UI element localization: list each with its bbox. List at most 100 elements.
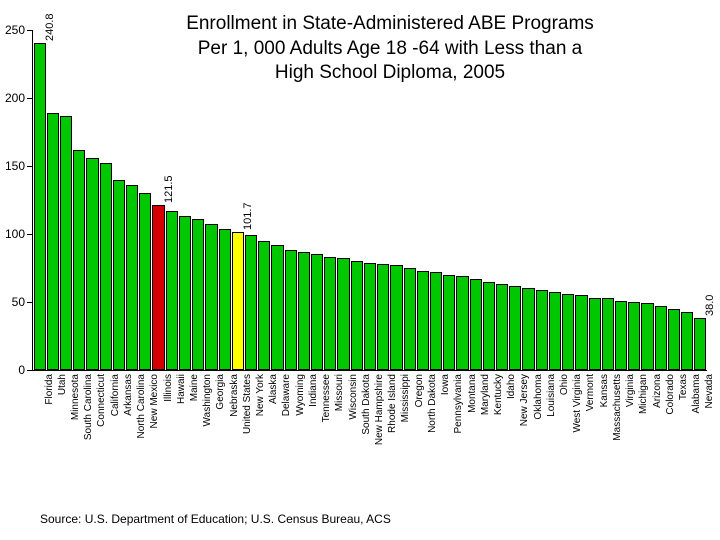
x-tick-label: Nebraska: [229, 374, 240, 417]
x-tick-label: Indiana: [308, 374, 319, 407]
bar: [245, 235, 257, 370]
bar: [364, 263, 376, 370]
x-tick-label: Rhode Island: [387, 374, 398, 433]
bar: [73, 150, 85, 370]
bar-annotation: 121.5: [163, 175, 175, 203]
x-tick-label: Oregon: [414, 374, 425, 407]
x-tick-label: Alabama: [691, 374, 702, 413]
x-tick-label: Massachusetts: [612, 374, 623, 441]
bar: [192, 219, 204, 370]
y-tick-label: 100: [5, 227, 25, 241]
x-tick-label: Michigan: [638, 374, 649, 414]
bar: [536, 290, 548, 370]
x-tick-label: Georgia: [215, 374, 226, 410]
x-tick-label: United States: [242, 374, 253, 434]
bar: [417, 271, 429, 370]
x-tick-label: New York: [255, 374, 266, 416]
x-tick-label: Idaho: [506, 374, 517, 399]
x-tick-label: Missouri: [334, 374, 345, 411]
x-tick-label: Mississippi: [400, 374, 411, 422]
x-tick-label: South Carolina: [83, 374, 94, 440]
bar: [34, 43, 46, 370]
x-tick-label: California: [110, 374, 121, 416]
bar: [337, 258, 349, 370]
bar: [390, 265, 402, 370]
bar: [522, 288, 534, 370]
bar: [443, 275, 455, 370]
x-tick-label: Minnesota: [70, 374, 81, 420]
bar: [483, 282, 495, 370]
bar: [668, 309, 680, 370]
x-tick-label: Kentucky: [493, 374, 504, 415]
bar: [615, 301, 627, 370]
bar: [60, 116, 72, 370]
bar: [602, 298, 614, 370]
bar: [456, 276, 468, 370]
bar: [351, 261, 363, 370]
bar: [562, 294, 574, 370]
bar-annotation: 101.7: [242, 202, 254, 230]
bar-series: [33, 30, 707, 370]
x-tick-label: Alaska: [268, 374, 279, 404]
x-tick-label: Wyoming: [295, 374, 306, 416]
bar: [509, 286, 521, 370]
y-tick: [27, 166, 33, 167]
y-tick: [27, 98, 33, 99]
x-tick-label: Illinois: [163, 374, 174, 402]
bar: [549, 292, 561, 370]
bar: [470, 279, 482, 370]
x-tick-label: Maryland: [480, 374, 491, 415]
bar: [377, 264, 389, 370]
y-tick: [27, 302, 33, 303]
bar: [694, 318, 706, 370]
bar: [126, 185, 138, 370]
chart-container: Enrollment in State-Administered ABE Pro…: [0, 0, 720, 540]
y-tick: [27, 370, 33, 371]
x-tick-label: Montana: [467, 374, 478, 413]
y-tick-label: 0: [18, 363, 25, 377]
y-tick-label: 50: [12, 295, 25, 309]
bar: [100, 163, 112, 370]
bar: [258, 241, 270, 370]
bar: [655, 306, 667, 370]
y-tick-label: 250: [5, 23, 25, 37]
x-tick-label: North Carolina: [136, 374, 147, 438]
bar: [285, 250, 297, 370]
y-tick-label: 150: [5, 159, 25, 173]
x-tick-label: Kansas: [599, 374, 610, 407]
x-tick-label: Louisiana: [546, 374, 557, 417]
bar: [430, 272, 442, 370]
x-tick-label: Florida: [44, 374, 55, 405]
x-tick-label: Texas: [678, 374, 689, 400]
bar: [152, 205, 164, 370]
x-tick-label: Colorado: [665, 374, 676, 415]
bar: [298, 252, 310, 370]
x-tick-label: Washington: [202, 374, 213, 426]
bar: [139, 193, 151, 370]
x-tick-label: New Mexico: [149, 374, 160, 428]
x-tick-label: Tennessee: [321, 374, 332, 422]
x-tick-label: Pennsylvania: [453, 374, 464, 433]
bar: [324, 257, 336, 370]
x-tick-label: Iowa: [440, 374, 451, 395]
x-tick-label: Arkansas: [123, 374, 134, 416]
bar: [404, 268, 416, 370]
x-tick-label: Oklahoma: [533, 374, 544, 420]
bar-annotation: 38.0: [704, 295, 716, 316]
y-tick: [27, 234, 33, 235]
x-tick-label: Ohio: [559, 374, 570, 395]
x-tick-label: North Dakota: [427, 374, 438, 433]
x-tick-label: West Virginia: [572, 374, 583, 433]
x-tick-label: New Jersey: [519, 374, 530, 426]
bar: [311, 254, 323, 370]
x-tick-label: Connecticut: [96, 374, 107, 427]
x-tick-label: Virginia: [625, 374, 636, 407]
bar: [219, 229, 231, 370]
x-tick-label: Wisconsin: [348, 374, 359, 420]
x-tick-label: Utah: [57, 374, 68, 395]
bar: [575, 295, 587, 370]
bar: [113, 180, 125, 370]
source-text: Source: U.S. Department of Education; U.…: [40, 512, 391, 526]
bar: [179, 216, 191, 370]
bar-annotation: 240.8: [44, 13, 56, 41]
